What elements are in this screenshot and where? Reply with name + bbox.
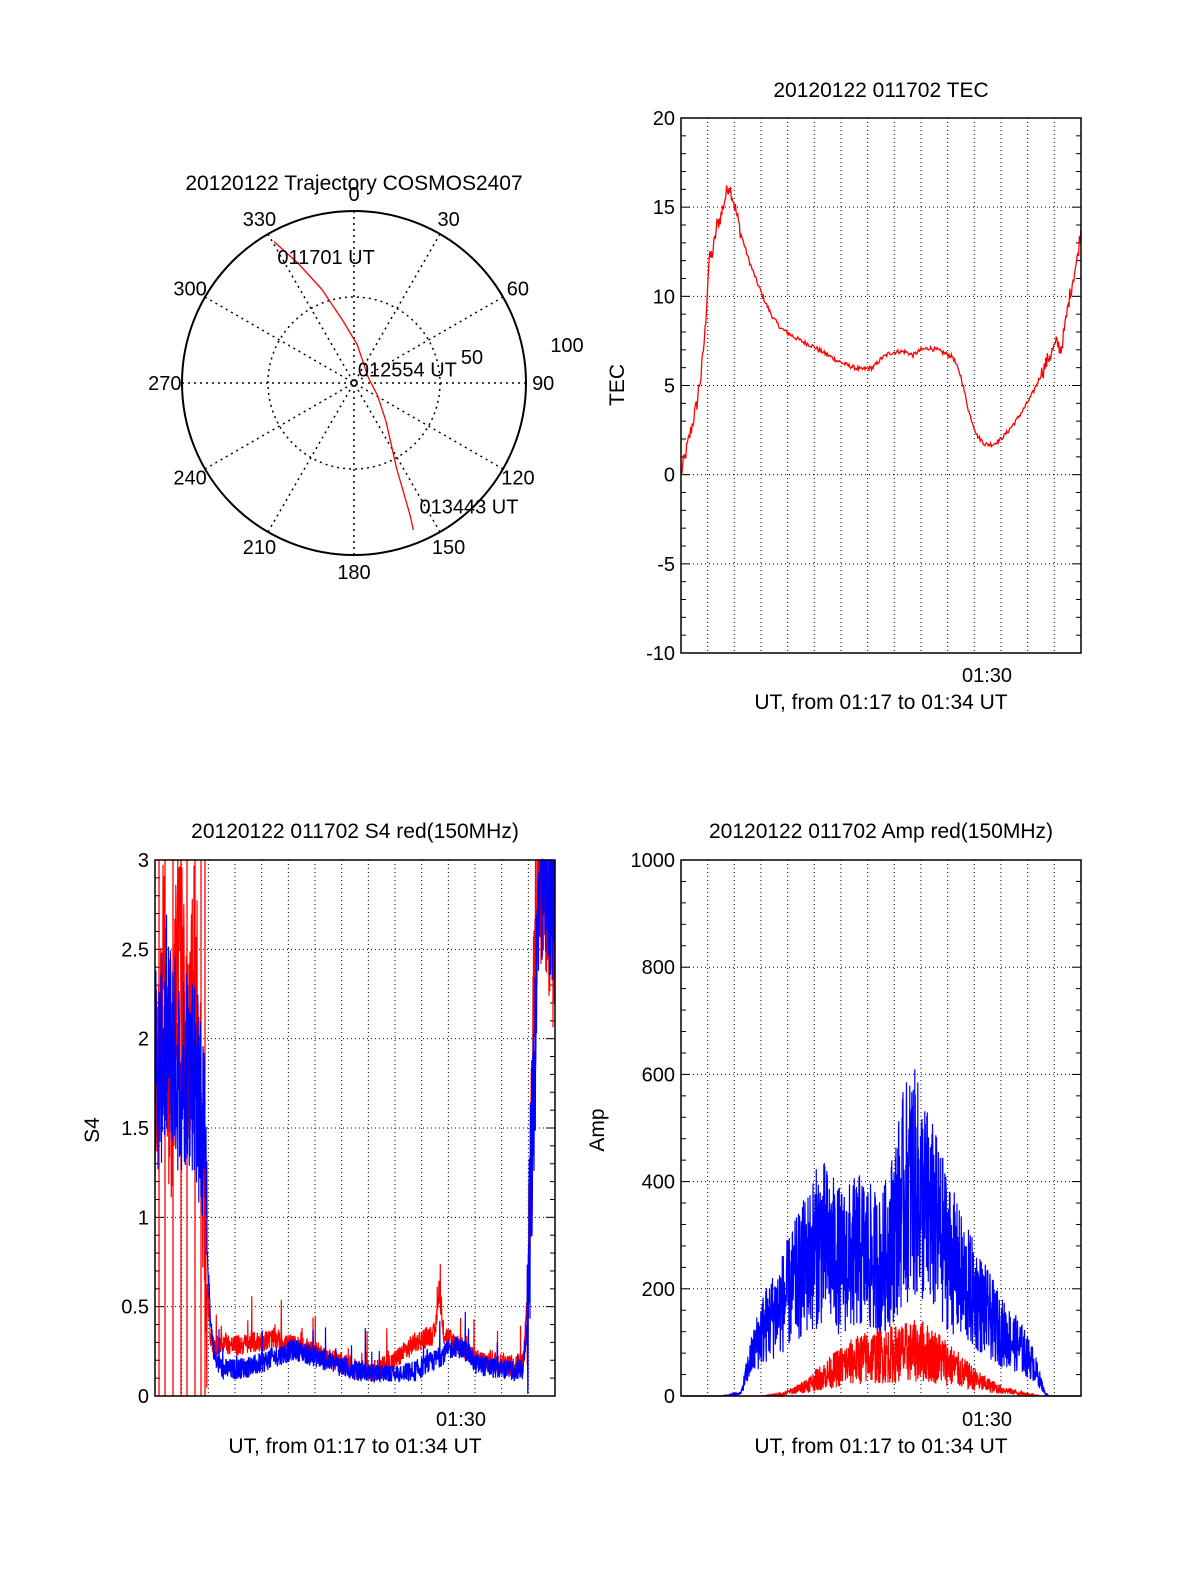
tec-grid [681, 118, 1081, 653]
s4-y-ticks: 3 2.5 2 1.5 1 0.5 0 [121, 850, 149, 1408]
tec-ytick-5: 5 [664, 376, 675, 398]
polar-angle-label-300: 300 [173, 278, 206, 300]
amp-title: 20120122 011702 Amp red(150MHz) [709, 820, 1053, 843]
polar-radius-label-100: 100 [550, 335, 583, 357]
polar-panel: 20120122 Trajectory COSMOS2407 0 30 60 9… [148, 172, 584, 584]
s4-red-series-line [154, 859, 556, 1388]
amp-blue-series-line [681, 1069, 1081, 1397]
tec-panel: 20120122 011702 TEC 20 15 10 5 0 -5 -10 … [606, 79, 1082, 714]
tec-plot-frame [680, 117, 1082, 654]
polar-title: 20120122 Trajectory COSMOS2407 [185, 172, 522, 195]
polar-trajectory-line [273, 241, 415, 531]
tec-ytick-20: 20 [653, 108, 675, 130]
s4-grid [155, 860, 555, 1396]
polar-radius-label-50: 50 [461, 347, 483, 369]
polar-angle-label-120: 120 [501, 468, 534, 490]
s4-x-axis-label: UT, from 01:17 to 01:34 UT [228, 1435, 481, 1458]
polar-end-time-label: 013443 UT [420, 496, 519, 518]
tec-ytick-minus10: -10 [646, 643, 675, 665]
amp-y-ticks: 1000 800 600 400 200 0 [631, 850, 676, 1408]
polar-angle-label-30: 30 [437, 209, 459, 231]
tec-x-axis-label: UT, from 01:17 to 01:34 UT [754, 691, 1007, 714]
s4-ytick-0.5: 0.5 [121, 1297, 149, 1319]
polar-start-time-label: 011701 UT [277, 247, 374, 269]
polar-angle-label-180: 180 [337, 562, 370, 584]
polar-angle-label-330: 330 [243, 209, 276, 231]
polar-angle-label-270: 270 [148, 373, 181, 395]
tec-ytick-minus5: -5 [657, 554, 675, 576]
amp-xtick-0130: 01:30 [962, 1409, 1012, 1431]
s4-title: 20120122 011702 S4 red(150MHz) [191, 820, 519, 843]
tec-ytick-10: 10 [653, 286, 675, 308]
polar-angle-label-90: 90 [532, 373, 554, 395]
amp-ytick-200: 200 [642, 1279, 675, 1301]
s4-panel: 20120122 011702 S4 red(150MHz) 3 2.5 2 1… [81, 820, 556, 1458]
amp-grid [681, 860, 1081, 1396]
tec-xtick-0130: 01:30 [962, 665, 1012, 687]
tec-title: 20120122 011702 TEC [773, 79, 988, 102]
polar-angle-label-240: 240 [173, 468, 206, 490]
tec-ytick-0: 0 [664, 465, 675, 487]
amp-ytick-1000: 1000 [631, 850, 676, 872]
s4-blue-series-line [154, 858, 556, 1394]
tec-y-ticks: 20 15 10 5 0 -5 -10 [646, 108, 675, 665]
polar-mid-time-label: 012554 UT [358, 360, 457, 382]
amp-plot-frame [680, 859, 1082, 1397]
s4-ytick-2.5: 2.5 [121, 939, 149, 961]
tec-series-line [680, 185, 1082, 475]
amp-x-axis-label: UT, from 01:17 to 01:34 UT [754, 1435, 1007, 1458]
amp-ytick-0: 0 [664, 1386, 675, 1408]
polar-angle-label-210: 210 [243, 537, 276, 559]
s4-y-axis-label: S4 [81, 1117, 104, 1143]
s4-ytick-0: 0 [138, 1386, 149, 1408]
amp-panel: 20120122 011702 Amp red(150MHz) 1000 800… [586, 820, 1082, 1458]
amp-ytick-400: 400 [642, 1172, 675, 1194]
amp-ytick-800: 800 [642, 957, 675, 979]
tec-ytick-15: 15 [653, 197, 675, 219]
amp-ytick-600: 600 [642, 1064, 675, 1086]
s4-plot-frame [154, 859, 556, 1397]
s4-ytick-2: 2 [138, 1029, 149, 1051]
tec-y-axis-label: TEC [606, 364, 629, 406]
amp-y-axis-label: Amp [586, 1108, 609, 1151]
s4-ytick-1.5: 1.5 [121, 1118, 149, 1140]
polar-angle-labels: 0 30 60 90 120 150 180 210 240 270 300 3… [148, 184, 554, 584]
s4-xtick-0130: 01:30 [436, 1409, 486, 1431]
polar-angle-label-150: 150 [432, 537, 465, 559]
s4-ytick-1: 1 [138, 1207, 149, 1229]
polar-angle-label-0: 0 [348, 184, 359, 206]
s4-ytick-3: 3 [138, 850, 149, 872]
polar-angle-label-60: 60 [507, 278, 529, 300]
